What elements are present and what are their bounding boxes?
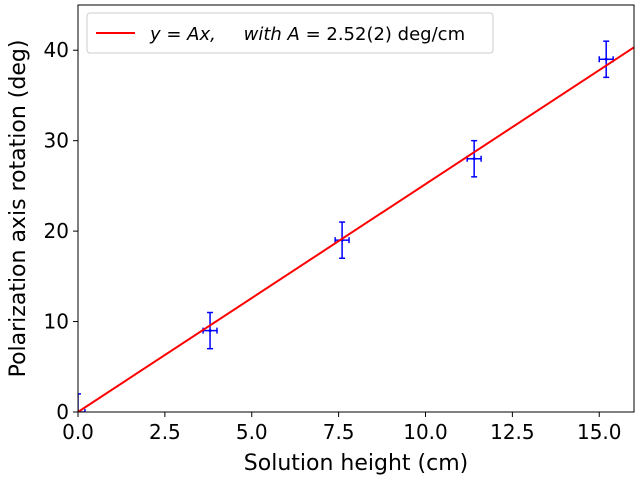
data-point [202, 311, 218, 350]
legend-label-value: = 2.52(2) deg/cm [306, 24, 466, 45]
plot-area [78, 40, 634, 412]
x-axis-label: Solution height (cm) [244, 451, 468, 476]
axes-frame [77, 4, 635, 413]
x-tick-label: 5.0 [236, 420, 268, 444]
data-point [466, 139, 482, 178]
point-marker [472, 157, 476, 161]
x-tick-label: 12.5 [490, 420, 535, 444]
y-tick-label: 0 [56, 400, 69, 424]
x-tick-label: 15.0 [577, 420, 622, 444]
y-axis-label: Polarization axis rotation (deg) [6, 40, 31, 378]
y-tick-label: 40 [44, 38, 69, 62]
x-tick-label: 2.5 [149, 420, 181, 444]
legend: y = Ax, with A = 2.52(2) deg/cm [86, 12, 494, 54]
y-tick-label: 30 [44, 129, 69, 153]
legend-label-with: with A [244, 24, 300, 45]
legend-label: y = Ax, with A = 2.52(2) deg/cm [149, 24, 465, 45]
legend-box [86, 12, 494, 54]
y-axis-ticks: 0 10 20 30 40 [44, 38, 78, 424]
x-tick-label: 7.5 [323, 420, 355, 444]
x-tick-label: 10.0 [403, 420, 448, 444]
data-point [598, 40, 614, 79]
x-tick-label: 0.0 [62, 420, 94, 444]
y-tick-label: 10 [44, 310, 69, 334]
point-marker [208, 329, 212, 333]
point-marker [604, 57, 608, 61]
y-tick-label: 20 [44, 219, 69, 243]
data-point [334, 221, 350, 259]
x-axis-ticks: 0.0 2.5 5.0 7.5 10.0 12.5 15.0 [62, 412, 622, 444]
fit-line [78, 46, 634, 412]
legend-label-math: y = Ax, [149, 24, 216, 45]
